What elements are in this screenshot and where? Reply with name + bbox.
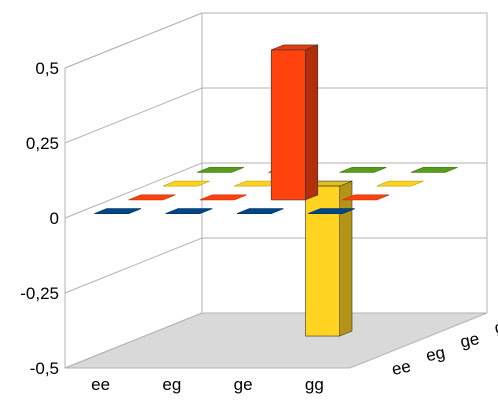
bar (94, 208, 142, 215)
gridline (64, 87, 487, 144)
bar-top-face (165, 208, 213, 215)
bar-top-face (410, 166, 458, 173)
chart-floor (64, 312, 488, 369)
bar (162, 180, 210, 187)
bar-front-face (305, 185, 341, 337)
x-tick-label: eg (162, 375, 181, 394)
bar (236, 208, 284, 215)
bar-front-face (270, 49, 306, 201)
bar-side-face (305, 44, 319, 201)
bar (376, 180, 424, 187)
bar (199, 194, 247, 201)
bar (165, 208, 213, 215)
bar-top-face (308, 208, 355, 215)
gridline (64, 162, 487, 219)
z-tick-label: 0 (50, 209, 59, 228)
z-axis-tick-labels: 0,5 0,25 0 -0,25 -0,5 (20, 59, 59, 378)
bar-top-face (236, 208, 284, 215)
x-axis-tick-labels: ee eg ge gg (91, 375, 324, 394)
bar (308, 208, 355, 215)
z-tick-label: 0,5 (35, 59, 59, 78)
bar-top-face (94, 208, 142, 215)
bar-top-face (339, 166, 387, 173)
depth-tick-label: gg (493, 315, 498, 338)
depth-tick-label: ee (390, 357, 412, 380)
bar-top-face (197, 166, 244, 173)
z-tick-label: 0,25 (26, 134, 59, 153)
x-tick-label: ee (91, 375, 110, 394)
bar (197, 166, 244, 173)
bar-top-face (199, 194, 247, 201)
bar-top-face (162, 180, 210, 187)
bar (270, 44, 319, 201)
bar (339, 166, 387, 173)
gridline (64, 237, 487, 294)
bar-top-face (376, 180, 424, 187)
chart-bars (94, 44, 458, 337)
bar-side-face (339, 180, 353, 337)
bar-top-face (342, 194, 390, 201)
bar (305, 180, 353, 337)
bar-top-face (128, 194, 176, 201)
z-tick-label: -0,5 (30, 359, 59, 378)
depth-tick-label: eg (424, 343, 446, 366)
x-tick-label: ge (234, 375, 253, 394)
z-tick-label: -0,25 (20, 284, 59, 303)
gridline (64, 12, 487, 69)
bar (410, 166, 458, 173)
x-tick-label: gg (305, 375, 324, 394)
bar (128, 194, 176, 201)
depth-tick-label: ge (459, 329, 481, 352)
gridline (64, 312, 487, 369)
chart-gridlines (64, 12, 487, 369)
bar (342, 194, 390, 201)
